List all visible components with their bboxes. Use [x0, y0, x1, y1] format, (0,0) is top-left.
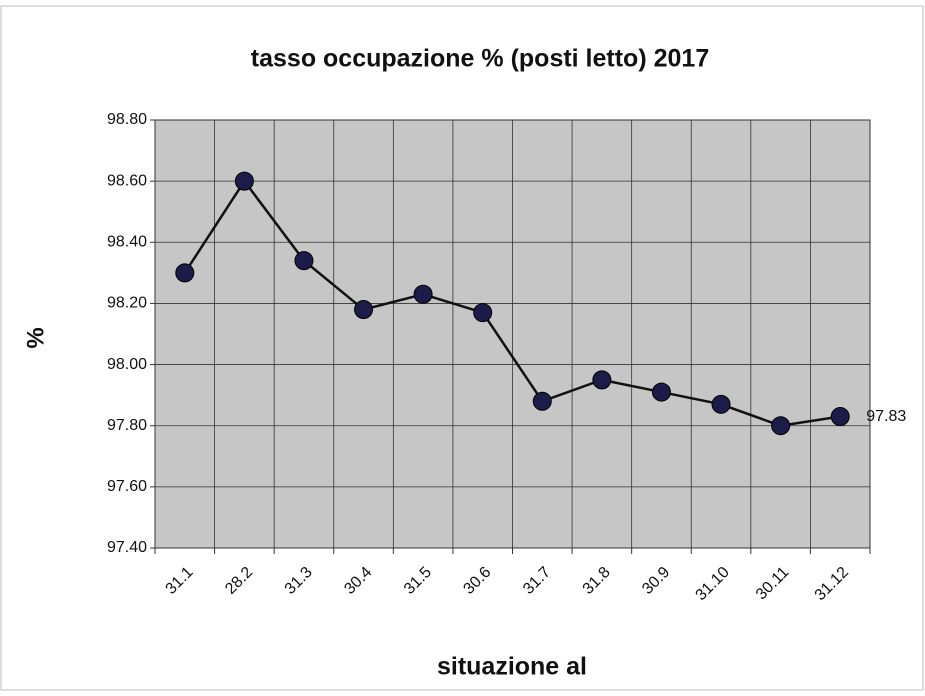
data-point: [473, 303, 493, 323]
data-point: [711, 394, 731, 414]
y-tick-label: 98.60: [107, 172, 147, 189]
data-point: [294, 251, 314, 271]
y-tick-label: 97.80: [107, 417, 147, 434]
data-label: 97.83: [866, 408, 906, 425]
data-point: [354, 300, 374, 320]
y-tick-label: 97.60: [107, 478, 147, 495]
data-point: [532, 391, 552, 411]
y-tick-label: 98.00: [107, 356, 147, 373]
y-tick-label: 97.40: [107, 539, 147, 556]
data-point: [234, 171, 254, 191]
data-point: [830, 407, 850, 427]
data-point: [771, 416, 791, 436]
chart-title: tasso occupazione % (posti letto) 2017: [251, 45, 709, 73]
data-point: [651, 382, 671, 402]
y-tick-label: 98.20: [107, 295, 147, 312]
y-tick-label: 98.40: [107, 234, 147, 251]
data-point: [413, 284, 433, 304]
y-axis-label: %: [22, 327, 49, 348]
data-point: [592, 370, 612, 390]
plot-border: [154, 119, 871, 549]
data-line: [183, 178, 841, 427]
y-tick-label: 98.80: [107, 111, 147, 128]
plot-area: 97.40 97.60 97.80 98.00 98.20 98.40 98.60 98.80…: [107, 111, 871, 604]
data-point: [175, 263, 195, 283]
x-axis-label: situazione al: [437, 653, 587, 681]
